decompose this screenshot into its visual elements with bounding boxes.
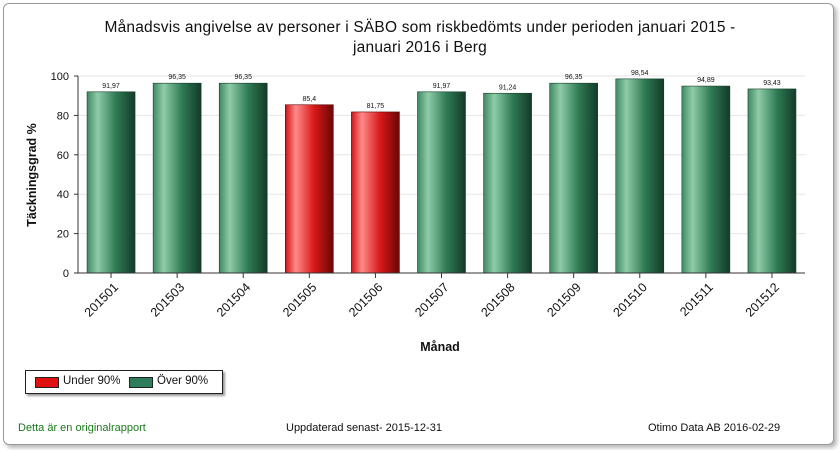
bar-201507	[417, 91, 466, 274]
legend-label-under: Under 90%	[63, 375, 121, 387]
bar-201509	[549, 82, 598, 274]
x-tick-label: 201503	[148, 280, 187, 319]
bar-value-label: 96,35	[168, 74, 186, 81]
bar-value-label: 91,24	[499, 84, 517, 91]
bar-201506	[351, 111, 400, 274]
y-tick-label: 40	[57, 189, 69, 201]
footer-updated: Uppdaterad senast- 2015-12-31	[286, 422, 442, 434]
bar-201510	[615, 78, 665, 274]
legend: Under 90% Över 90%	[25, 370, 223, 394]
bar-201508	[483, 92, 532, 274]
y-tick-label: 20	[57, 229, 69, 241]
bar-value-label: 96,35	[565, 74, 583, 81]
y-tick-label: 0	[63, 268, 69, 280]
x-tick-label: 201509	[544, 280, 583, 319]
bar-201505	[285, 104, 334, 274]
bar-value-label: 94,89	[697, 77, 715, 84]
x-axis-title: Månad	[420, 340, 460, 354]
bar-value-label: 81,75	[367, 103, 385, 110]
y-tick-label: 60	[57, 150, 69, 162]
y-tick-label: 80	[57, 110, 69, 122]
chart-title-line2: januari 2016 i Berg	[353, 39, 487, 56]
bar-value-label: 93,43	[763, 80, 781, 87]
x-tick-label: 201501	[82, 280, 121, 319]
chart-title: Månadsvis angivelse av personer i SÄBO s…	[0, 18, 840, 58]
bar-value-label: 85,4	[303, 96, 317, 103]
x-tick-label: 201507	[412, 280, 451, 319]
bar-value-label: 91,97	[433, 83, 451, 90]
footer-copyright: Otimo Data AB 2016-02-29	[648, 422, 781, 434]
x-tick-label: 201504	[214, 280, 253, 319]
chart-title-line1: Månadsvis angivelse av personer i SÄBO s…	[104, 19, 736, 36]
bar-201512	[747, 88, 797, 274]
bar-value-label: 98,54	[631, 70, 649, 77]
bar-201511	[681, 85, 731, 274]
bar-value-label: 91,97	[102, 83, 120, 90]
x-tick-label: 201506	[346, 280, 385, 319]
y-tick-label: 100	[51, 71, 69, 83]
x-tick-label: 201511	[677, 280, 716, 319]
legend-swatch-under	[35, 377, 59, 388]
x-tick-label: 201510	[610, 280, 649, 319]
legend-label-over: Över 90%	[157, 375, 209, 387]
bar-201504	[218, 82, 268, 274]
bar-value-label: 96,35	[234, 74, 252, 81]
footer-original-report: Detta är en originalrapport	[18, 422, 146, 434]
legend-swatch-over	[129, 377, 153, 388]
y-axis-title: Täckningsgrad %	[25, 123, 39, 227]
x-tick-label: 201508	[478, 280, 517, 319]
bar-201501	[86, 91, 136, 274]
x-tick-label: 201505	[280, 280, 319, 319]
x-tick-label: 201512	[743, 280, 782, 319]
bar-201503	[152, 82, 202, 274]
